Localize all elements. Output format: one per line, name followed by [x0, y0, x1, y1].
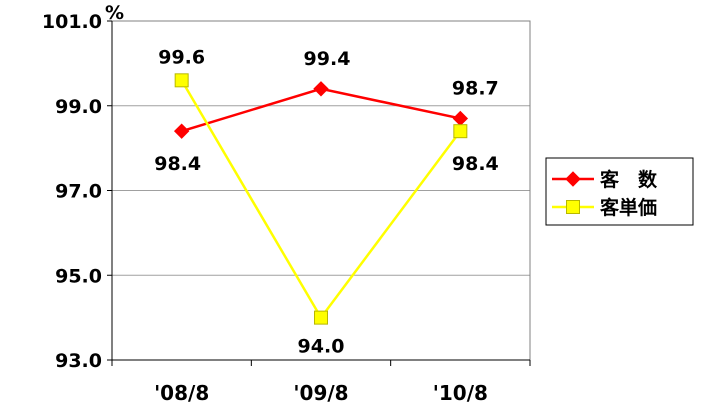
data-point-kyakusu: [173, 123, 190, 139]
data-label: 94.0: [298, 336, 345, 358]
data-point-kyakusu: [452, 110, 469, 127]
series-layer: [173, 73, 469, 325]
y-tick-label: 95.0: [55, 265, 102, 287]
y-tick-label: 93.0: [55, 350, 102, 372]
data-point-kyakutanka: [453, 124, 468, 139]
axes: 93.0 95.0 97.0 99.0 101.0 '08/8 '09/8 '10/8: [42, 11, 531, 405]
data-label: 98.7: [452, 77, 499, 99]
legend-marker: [566, 200, 580, 214]
data-label: 98.4: [452, 153, 499, 175]
data-labels: 98.4 99.4 98.7 99.6 94.0 98.4: [154, 46, 499, 357]
legend-marker: [565, 171, 581, 187]
data-point-kyakusu: [313, 81, 329, 97]
x-tick-label: '08/8: [154, 381, 209, 405]
x-tick-label: '10/8: [433, 381, 488, 405]
legend-label: 客 数: [600, 168, 658, 191]
data-label: 98.4: [154, 153, 201, 175]
y-tick-label: 101.0: [42, 11, 102, 33]
x-tick-label: '09/8: [293, 381, 348, 405]
y-tick-label: 99.0: [55, 96, 102, 118]
y-unit-label: %: [105, 2, 124, 24]
legend-label: 客単価: [600, 196, 657, 219]
y-tick-label: 97.0: [55, 181, 102, 203]
data-label: 99.6: [158, 46, 205, 68]
series-line-kyakutanka: [180, 79, 462, 320]
data-point-kyakutanka: [174, 73, 189, 88]
data-point-kyakutanka: [314, 310, 328, 325]
grid-lines: [112, 105, 530, 276]
data-label: 99.4: [304, 48, 351, 70]
